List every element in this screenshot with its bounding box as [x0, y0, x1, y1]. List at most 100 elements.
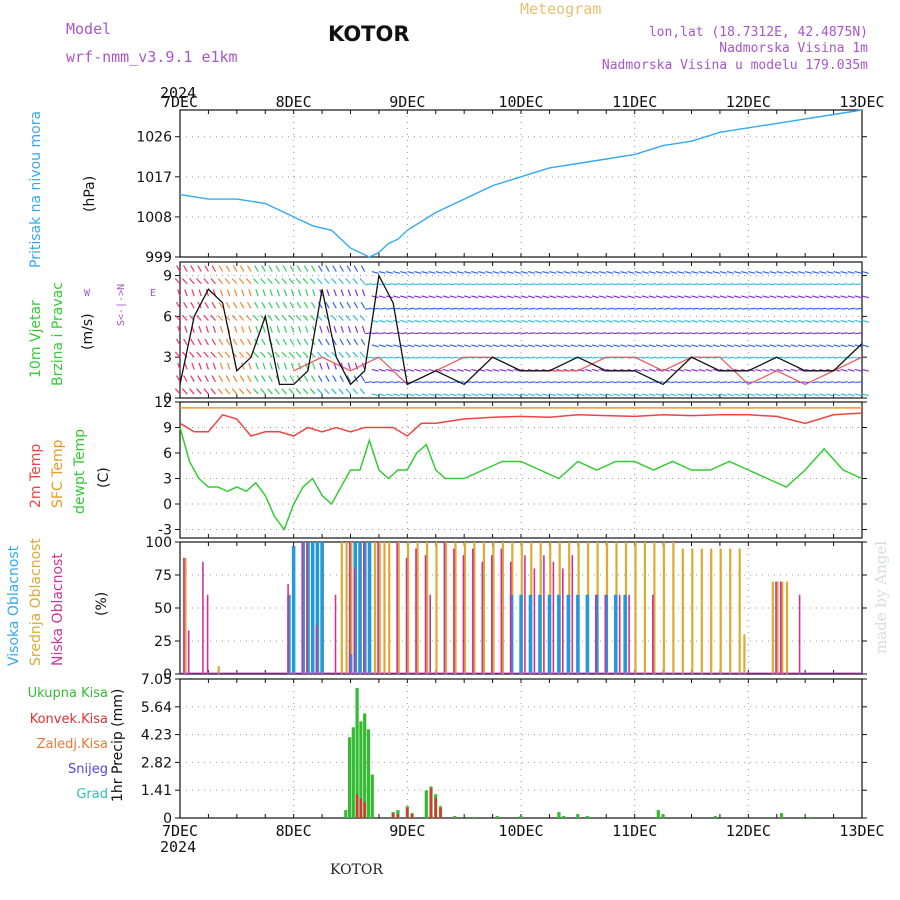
wind-arrow	[400, 270, 408, 274]
wind-arrow	[591, 319, 599, 323]
wind-arrow	[302, 351, 309, 358]
wind-arrow	[346, 301, 352, 309]
wind-arrow	[563, 381, 571, 384]
wind-arrow	[662, 295, 671, 299]
wind-arrow	[181, 278, 188, 285]
wind-compass-e: E	[150, 288, 157, 299]
wind-arrow	[456, 319, 464, 323]
wind-arrow	[449, 393, 457, 397]
wind-arrow	[585, 381, 593, 384]
wind-arrow	[456, 368, 464, 372]
wind-arrow	[627, 295, 635, 299]
wind-arrow	[513, 368, 521, 372]
wind-arrow	[748, 344, 756, 348]
wind-arrow	[378, 270, 386, 274]
cloud-mid-bar	[454, 542, 457, 674]
lonlat-label: lon,lat (18.7312E, 42.4875N)	[648, 25, 868, 40]
wind-arrow	[174, 314, 181, 321]
wind-arrow	[520, 344, 528, 348]
wind-arrow	[627, 381, 635, 384]
wind-arrow	[655, 368, 663, 372]
wind-arrow	[506, 307, 514, 310]
wind-arrow	[267, 278, 273, 285]
wind-arrow	[386, 307, 394, 310]
wind-arrow	[783, 344, 791, 348]
wind-arrow	[281, 388, 288, 395]
wind-arrow	[333, 362, 337, 370]
wind-arrow	[269, 362, 273, 370]
wind-arrow	[282, 338, 288, 346]
wind-arrow	[492, 295, 500, 299]
wind-arrow	[662, 319, 671, 323]
wind-arrow	[755, 368, 763, 372]
temperature-ytick-label: 6	[163, 446, 172, 462]
wind-arrow	[246, 301, 252, 309]
wind-arrow	[204, 265, 209, 272]
wind-arrow	[290, 325, 295, 333]
wind-arrow	[449, 368, 457, 372]
wind-arrow	[819, 344, 827, 348]
wind-arrow	[733, 270, 742, 274]
wind-arrow	[296, 338, 302, 346]
wind-arrow	[275, 338, 280, 346]
wind-arrow	[698, 381, 706, 384]
wind-arrow	[478, 307, 486, 310]
wind-arrow	[563, 319, 571, 323]
wind-arrow	[492, 344, 500, 348]
wind-arrow	[798, 283, 806, 286]
wind-arrow	[234, 325, 238, 333]
wind-arrow	[289, 375, 295, 382]
wind-arrow	[762, 393, 770, 397]
wind-arrow	[606, 307, 614, 310]
wind-arrow	[471, 319, 479, 323]
wind-arrow	[606, 381, 614, 384]
wind-arrow	[592, 307, 600, 310]
wind-arrow	[776, 381, 784, 384]
wind-arrow	[428, 356, 436, 359]
wind-arrow	[331, 278, 337, 285]
wind-arrow	[599, 283, 607, 286]
wind-arrow	[371, 270, 379, 274]
wind-arrow	[677, 393, 685, 397]
wind-arrow	[450, 283, 458, 286]
wind-arrow	[181, 314, 188, 321]
wind-arrow	[641, 332, 649, 335]
wind-arrow	[719, 393, 727, 397]
wind-arrow	[232, 265, 238, 272]
wind-arrow	[217, 388, 224, 395]
wind-arrow	[175, 375, 181, 382]
pressure-ytick-label: 1026	[136, 130, 172, 146]
wind-arrow	[268, 265, 273, 272]
wind-arrow	[712, 393, 720, 397]
wind-arrow	[556, 332, 564, 335]
wind-arrow	[855, 381, 863, 384]
cloud-mid-bar	[771, 581, 774, 674]
wind-arrow	[435, 270, 443, 274]
wind-arrow	[421, 283, 429, 286]
wind-arrow	[371, 381, 380, 384]
wind-arrow	[400, 368, 408, 372]
wind-arrow	[606, 319, 614, 323]
wind-arrow	[332, 265, 337, 272]
wind-arrow	[276, 325, 281, 333]
wind-arrow	[211, 301, 217, 309]
wind-arrow	[535, 319, 543, 323]
wind-arrow	[288, 351, 295, 358]
precip-total-bar	[713, 816, 717, 818]
wind-arrow	[295, 351, 302, 358]
wind-arrow	[741, 393, 749, 397]
wind-arrow	[599, 307, 607, 310]
pressure-ytick-label: 1017	[136, 170, 172, 186]
wind-arrow	[204, 375, 209, 382]
wind-arrow	[648, 381, 657, 384]
wind-arrow	[542, 381, 550, 384]
wind-arrow	[592, 332, 600, 335]
elevation-label: Nadmorska Visina 1m	[719, 41, 868, 56]
wind-arrow	[826, 393, 834, 397]
wind-arrow	[219, 289, 224, 297]
cloud-low-bar	[453, 548, 455, 674]
wind-arrow	[670, 283, 678, 286]
wind-arrow	[720, 283, 728, 286]
wind-arrow	[790, 344, 798, 348]
wind-arrow	[378, 368, 386, 372]
